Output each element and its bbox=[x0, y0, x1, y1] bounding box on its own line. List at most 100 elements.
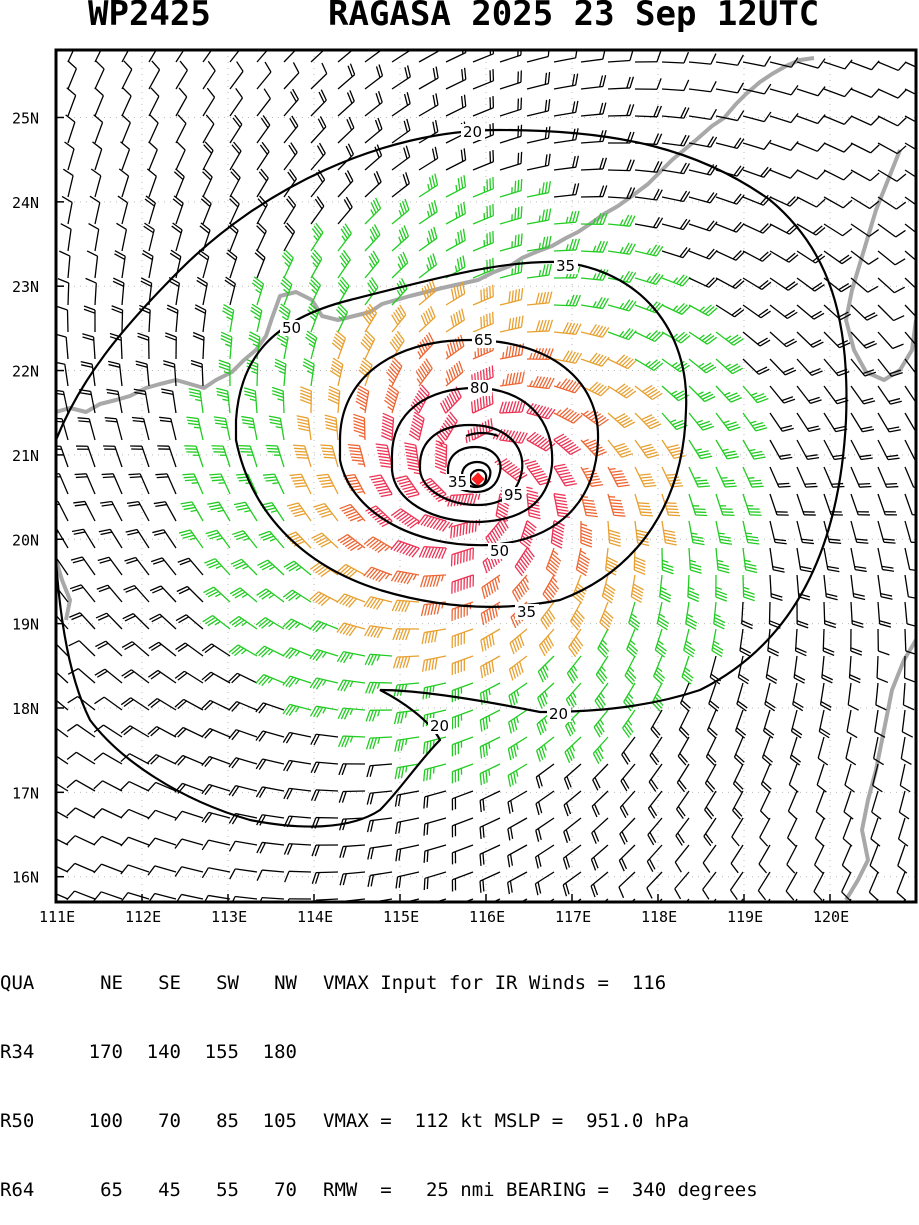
wind-barb bbox=[770, 224, 798, 234]
wind-barb bbox=[733, 764, 743, 792]
wind-barb bbox=[878, 440, 900, 460]
wind-barb bbox=[635, 273, 663, 284]
wind-barb bbox=[59, 251, 70, 278]
wind-barb bbox=[473, 177, 493, 197]
wind-barb bbox=[165, 333, 176, 359]
wind-barb bbox=[689, 54, 716, 65]
wind-barb bbox=[144, 223, 154, 251]
wind-barb bbox=[148, 838, 176, 847]
wind-barb bbox=[508, 845, 527, 867]
wind-barb bbox=[635, 217, 663, 228]
wind-barb bbox=[446, 309, 464, 332]
wind-barb bbox=[608, 384, 636, 398]
wind-barb bbox=[761, 764, 771, 792]
wind-barb bbox=[594, 710, 608, 737]
wind-barb bbox=[132, 418, 149, 440]
wind-barb bbox=[527, 292, 552, 305]
wind-barb bbox=[591, 872, 608, 897]
wind-barb bbox=[338, 170, 353, 197]
wind-barb bbox=[608, 521, 621, 546]
wind-barb bbox=[631, 575, 643, 602]
wind-barb bbox=[797, 170, 825, 179]
wind-barb bbox=[230, 869, 257, 879]
wind-barb bbox=[770, 332, 797, 347]
wind-barb bbox=[565, 737, 581, 763]
wind-barb bbox=[365, 224, 380, 251]
wind-barb bbox=[283, 704, 311, 715]
wind-barb bbox=[821, 683, 832, 710]
wind-barb bbox=[229, 730, 257, 740]
wind-barb bbox=[149, 34, 160, 62]
wind-barb bbox=[686, 602, 697, 629]
wind-barb bbox=[97, 585, 122, 602]
wind-barb bbox=[824, 197, 852, 208]
wind-barb bbox=[203, 88, 215, 116]
table-cell: 140 bbox=[123, 1041, 181, 1064]
wind-barb bbox=[481, 629, 500, 651]
wind-barb bbox=[797, 115, 825, 124]
wind-barb bbox=[149, 614, 176, 629]
wind-barb bbox=[284, 223, 295, 251]
wind-barb bbox=[679, 710, 689, 738]
wind-barb bbox=[851, 548, 867, 571]
wind-barb bbox=[82, 334, 95, 359]
wind-barb bbox=[651, 710, 662, 738]
wind-barb bbox=[67, 88, 76, 116]
wind-barb bbox=[198, 250, 208, 278]
wind-barb bbox=[716, 305, 744, 317]
wind-barb bbox=[181, 502, 203, 521]
wind-barb bbox=[178, 558, 203, 575]
contour-label: 20 bbox=[430, 717, 449, 735]
wind-barb bbox=[206, 530, 230, 548]
wind-barb bbox=[846, 737, 856, 765]
vmax-input-text: VMAX Input for IR Winds = 116 bbox=[323, 972, 666, 995]
wind-barb bbox=[878, 359, 903, 376]
wind-barb bbox=[620, 818, 635, 844]
wind-barb bbox=[282, 250, 293, 278]
wind-barb bbox=[843, 818, 852, 846]
wind-barb bbox=[175, 867, 203, 877]
wind-barb bbox=[480, 818, 500, 839]
wind-barb bbox=[851, 467, 871, 487]
wind-barb bbox=[592, 791, 608, 817]
wind-barb bbox=[576, 548, 589, 576]
lat-label: 24N bbox=[12, 194, 39, 212]
wind-barb bbox=[554, 128, 578, 143]
wind-barb bbox=[500, 288, 523, 305]
wind-barb bbox=[662, 219, 690, 229]
table-cell: 180 bbox=[239, 1041, 297, 1064]
wind-barb bbox=[787, 845, 797, 873]
wind-barb bbox=[536, 845, 554, 868]
wind-barb bbox=[878, 89, 906, 98]
wind-barb bbox=[770, 278, 798, 290]
wind-barb bbox=[844, 791, 853, 819]
wind-barb bbox=[94, 809, 122, 818]
wind-barb bbox=[770, 521, 787, 544]
wind-barb bbox=[419, 253, 436, 278]
wind-barb bbox=[500, 401, 526, 413]
wind-barb bbox=[593, 764, 608, 790]
wind-barb bbox=[396, 845, 419, 861]
wind-barb bbox=[706, 737, 716, 765]
lon-label: 119E bbox=[727, 908, 763, 926]
wind-barb bbox=[452, 872, 473, 891]
wind-barb bbox=[554, 408, 582, 423]
wind-barb bbox=[608, 328, 636, 339]
wind-barb bbox=[446, 175, 466, 197]
wind-barb bbox=[500, 98, 521, 116]
wind-barb bbox=[500, 43, 521, 62]
wind-barb bbox=[508, 818, 527, 840]
wind-barb bbox=[684, 629, 695, 657]
wind-barb bbox=[743, 413, 767, 431]
wind-barb bbox=[365, 64, 383, 89]
wind-barb bbox=[716, 251, 744, 261]
wind-barb bbox=[446, 229, 465, 251]
wind-barb bbox=[102, 474, 122, 494]
wind-barb bbox=[207, 502, 230, 521]
wind-barb bbox=[121, 726, 149, 737]
wind-barb bbox=[311, 90, 326, 116]
wind-barb bbox=[393, 629, 419, 640]
wind-barb bbox=[340, 845, 365, 858]
table-header-row: QUA NE SE SW NW VMAX Input for IR Winds … bbox=[0, 972, 758, 995]
wind-barb bbox=[65, 142, 74, 170]
